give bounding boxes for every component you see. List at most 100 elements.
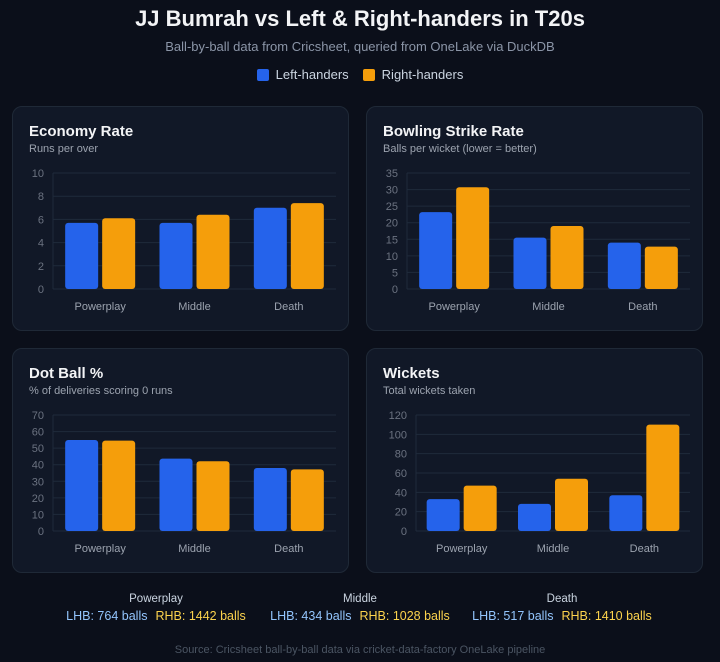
legend: Left-handers Right-handers: [0, 67, 720, 82]
y-tick-label: 4: [38, 238, 44, 250]
y-tick-label: 0: [401, 526, 407, 538]
rhb-balls: RHB: 1028 balls: [359, 609, 450, 623]
y-tick-label: 30: [386, 185, 398, 197]
y-tick-label: 35: [386, 168, 398, 180]
y-tick-label: 0: [392, 284, 398, 296]
bar-chart: 0 2 4 6 8 10 Powerplay Middle Death: [32, 168, 336, 313]
bar-right-handers-middle: [196, 214, 230, 289]
y-tick-label: 60: [32, 427, 44, 439]
bar-left-handers-middle: [513, 237, 547, 289]
bar-left-handers-powerplay: [419, 212, 453, 289]
footer-phase-middle: Middle LHB: 434 balls RHB: 1028 balls: [260, 593, 460, 623]
bar-left-handers-powerplay: [426, 499, 460, 531]
phase-label: Death: [546, 593, 578, 605]
source-note: Source: Cricsheet ball-by-ball data via …: [174, 644, 546, 656]
y-tick-label: 0: [38, 284, 44, 296]
legend-item-right-handers[interactable]: Right-handers: [362, 67, 464, 82]
bar-left-handers-powerplay: [65, 222, 99, 289]
bar-right-handers-powerplay: [102, 218, 136, 289]
y-tick-label: 30: [32, 476, 44, 488]
chart-subtitle: % of deliveries scoring 0 runs: [29, 385, 173, 397]
y-tick-label: 10: [32, 509, 44, 521]
footer-phase-powerplay: Powerplay LHB: 764 balls RHB: 1442 balls: [56, 593, 256, 623]
y-tick-label: 40: [395, 487, 407, 499]
bar-right-handers-middle: [196, 461, 230, 531]
y-tick-label: 10: [32, 168, 44, 180]
y-tick-label: 6: [38, 214, 44, 226]
chart-card-dot-ball: Dot Ball % % of deliveries scoring 0 run…: [12, 348, 349, 573]
y-tick-label: 60: [395, 468, 407, 480]
bar-right-handers-death: [644, 246, 678, 289]
bar-left-handers-death: [609, 495, 643, 531]
bar-chart: 0 20 40 60 80 100 120 Powerplay Middle Death: [389, 410, 690, 555]
x-tick-label: Death: [628, 301, 657, 313]
bar-right-handers-death: [646, 424, 680, 531]
x-tick-label: Death: [274, 543, 303, 555]
rhb-balls: RHB: 1410 balls: [561, 609, 652, 623]
x-tick-label: Powerplay: [74, 301, 126, 313]
bar-left-handers-death: [253, 207, 287, 289]
y-tick-label: 25: [386, 201, 398, 213]
x-tick-label: Middle: [178, 543, 210, 555]
chart-subtitle: Total wickets taken: [383, 385, 476, 397]
chart-title: Bowling Strike Rate: [383, 123, 524, 140]
rhb-balls: RHB: 1442 balls: [155, 609, 246, 623]
chart-subtitle: Balls per wicket (lower = better): [383, 143, 537, 155]
y-tick-label: 120: [389, 410, 407, 422]
chart-card-strike-rate: Bowling Strike Rate Balls per wicket (lo…: [366, 106, 703, 331]
x-tick-label: Powerplay: [428, 301, 480, 313]
y-tick-label: 50: [32, 443, 44, 455]
chart-card-wickets: Wickets Total wickets taken 0 20 40 60 80 100…: [366, 348, 703, 573]
lhb-balls: LHB: 517 balls: [472, 609, 554, 623]
bar-left-handers-middle: [518, 503, 551, 531]
footer-phase-death: Death LHB: 517 balls RHB: 1410 balls: [462, 593, 662, 623]
lhb-balls: LHB: 434 balls: [270, 609, 352, 623]
x-tick-label: Powerplay: [74, 543, 126, 555]
bar-left-handers-middle: [159, 222, 193, 289]
y-tick-label: 100: [389, 429, 407, 441]
x-tick-label: Death: [630, 543, 659, 555]
phase-label: Powerplay: [129, 593, 183, 605]
x-tick-label: Powerplay: [436, 543, 488, 555]
bar-left-handers-death: [253, 468, 287, 531]
y-tick-label: 15: [386, 234, 398, 246]
page-title: JJ Bumrah vs Left & Right-handers in T20…: [135, 6, 585, 31]
y-tick-label: 2: [38, 261, 44, 273]
bar-right-handers-death: [290, 469, 324, 531]
phase-label: Middle: [343, 593, 377, 605]
legend-swatch-blue: [256, 68, 269, 81]
bar-chart: 0 5 10 15 20 25 30 35 Powerplay Middle Death: [386, 168, 690, 313]
bar-right-handers-death: [290, 203, 324, 289]
x-tick-label: Middle: [178, 301, 210, 313]
y-tick-label: 70: [32, 410, 44, 422]
x-tick-label: Middle: [532, 301, 564, 313]
y-tick-label: 20: [32, 493, 44, 505]
x-tick-label: Middle: [537, 543, 569, 555]
y-tick-label: 0: [38, 526, 44, 538]
legend-label: Left-handers: [275, 67, 349, 82]
bar-right-handers-middle: [550, 226, 584, 289]
y-tick-label: 20: [395, 507, 407, 519]
chart-title: Wickets: [383, 365, 440, 382]
legend-item-left-handers[interactable]: Left-handers: [256, 67, 349, 82]
x-tick-label: Death: [274, 301, 303, 313]
chart-title: Dot Ball %: [29, 365, 104, 382]
legend-label: Right-handers: [381, 67, 464, 82]
bar-left-handers-death: [607, 242, 641, 289]
bar-left-handers-powerplay: [65, 440, 99, 531]
y-tick-label: 40: [32, 460, 44, 472]
y-tick-label: 5: [392, 267, 398, 279]
bar-right-handers-powerplay: [463, 485, 497, 531]
chart-card-economy-rate: Economy Rate Runs per over 0 2 4 6 8 10 Powerp…: [12, 106, 349, 331]
chart-title: Economy Rate: [29, 123, 134, 140]
chart-subtitle: Runs per over: [29, 143, 99, 155]
bar-right-handers-middle: [555, 478, 588, 531]
bar-right-handers-powerplay: [102, 440, 136, 531]
y-tick-label: 10: [386, 251, 398, 263]
lhb-balls: LHB: 764 balls: [66, 609, 148, 623]
legend-swatch-orange: [362, 68, 375, 81]
bar-chart: 0 10 20 30 40 50 60 70 Powerplay Middle Death: [32, 410, 336, 555]
y-tick-label: 80: [395, 449, 407, 461]
y-tick-label: 8: [38, 191, 44, 203]
bar-right-handers-powerplay: [456, 187, 490, 289]
